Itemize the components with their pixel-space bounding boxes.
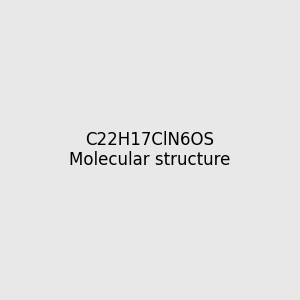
Text: C22H17ClN6OS
Molecular structure: C22H17ClN6OS Molecular structure	[69, 130, 231, 170]
